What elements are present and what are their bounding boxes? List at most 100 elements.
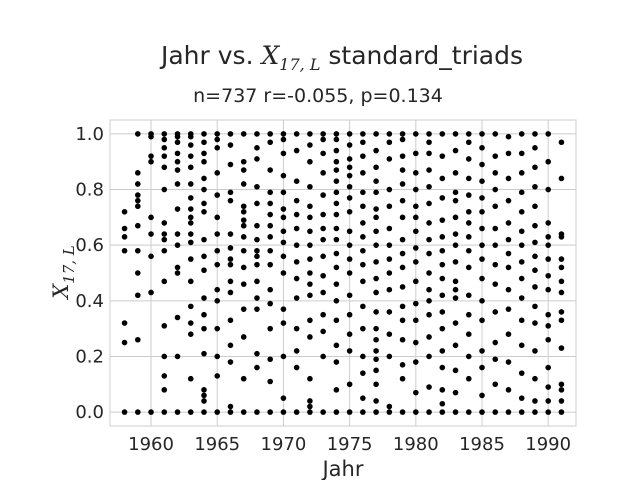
scatter-point: [505, 220, 512, 226]
scatter-point: [121, 209, 128, 215]
scatter-point: [227, 403, 234, 410]
scatter-point: [161, 323, 168, 329]
scatter-point: [360, 139, 366, 146]
scatter-point: [254, 350, 260, 357]
scatter-point: [121, 409, 128, 415]
scatter-point: [439, 400, 446, 407]
scatter-point: [267, 222, 273, 229]
scatter-point: [452, 189, 459, 196]
scatter-point: [148, 289, 154, 296]
plot-area: [109, 119, 577, 427]
scatter-point: [360, 395, 366, 401]
scatter-point: [545, 286, 551, 293]
scatter-point: [346, 256, 353, 262]
scatter-point: [558, 139, 565, 146]
scatter-point: [465, 209, 472, 215]
scatter-point: [267, 131, 273, 137]
scatter-point: [360, 170, 366, 176]
x-tick-label: 1985: [459, 434, 505, 455]
scatter-point: [492, 170, 499, 176]
scatter-point: [452, 342, 459, 349]
scatter-point: [346, 381, 353, 388]
scatter-point: [465, 247, 472, 254]
scatter-point: [505, 387, 512, 393]
scatter-point: [399, 181, 406, 187]
x-tick-label: 1990: [525, 434, 571, 455]
scatter-point: [386, 270, 393, 276]
scatter-point: [280, 395, 287, 401]
scatter-point: [135, 131, 141, 137]
scatter-point: [465, 264, 472, 271]
scatter-point: [465, 353, 472, 360]
scatter-point: [240, 222, 247, 229]
scatter-point: [320, 272, 326, 279]
scatter-point: [333, 136, 340, 143]
scatter-point: [148, 253, 154, 260]
scatter-point: [201, 131, 207, 137]
scatter-point: [320, 289, 326, 296]
scatter-point: [320, 136, 326, 143]
scatter-point: [174, 270, 181, 276]
scatter-point: [121, 234, 128, 240]
scatter-point: [373, 189, 379, 196]
scatter-point: [293, 178, 300, 184]
scatter-point: [558, 289, 565, 296]
scatter-point: [426, 409, 432, 415]
scatter-point: [413, 170, 419, 176]
scatter-point: [386, 256, 393, 262]
scatter-point: [465, 409, 472, 415]
scatter-point: [280, 150, 287, 157]
scatter-point: [399, 362, 406, 368]
scatter-point: [333, 317, 340, 324]
scatter-point: [333, 158, 340, 165]
scatter-point: [532, 267, 538, 274]
scatter-point: [267, 286, 273, 293]
scatter-point: [386, 139, 393, 146]
scatter-point: [360, 370, 366, 376]
y-tick-label: 0.8: [75, 180, 104, 201]
scatter-point: [227, 409, 234, 415]
scatter-point: [439, 275, 446, 282]
scatter-point: [399, 409, 406, 415]
scatter-point: [267, 409, 273, 415]
scatter-point: [413, 150, 419, 157]
scatter-point: [307, 281, 313, 287]
scatter-point: [452, 409, 459, 415]
scatter-point: [240, 306, 247, 312]
scatter-point: [558, 231, 565, 237]
scatter-point: [518, 228, 525, 235]
scatter-point: [479, 145, 485, 151]
scatter-point: [545, 398, 551, 404]
scatter-point: [360, 261, 366, 268]
scatter-point: [545, 186, 551, 193]
scatter-point: [479, 256, 485, 262]
scatter-point: [373, 275, 379, 282]
scatter-point: [240, 234, 247, 240]
scatter-point: [426, 131, 432, 137]
scatter-point: [532, 203, 538, 210]
scatter-point: [399, 317, 406, 324]
scatter-point: [532, 164, 538, 171]
scatter-point: [465, 311, 472, 318]
scatter-point: [346, 131, 353, 137]
scatter-point: [373, 178, 379, 184]
scatter-point: [518, 295, 525, 301]
scatter-point: [254, 261, 260, 268]
scatter-point: [333, 147, 340, 154]
scatter-point: [214, 136, 221, 143]
scatter-point: [267, 247, 273, 254]
scatter-point: [505, 197, 512, 204]
scatter-point: [386, 131, 393, 137]
scatter-point: [386, 409, 393, 415]
scatter-point: [373, 381, 379, 388]
scatter-point: [518, 242, 525, 248]
scatter-point: [479, 348, 485, 354]
scatter-point: [545, 158, 551, 165]
scatter-point: [240, 281, 247, 287]
scatter-point: [201, 409, 207, 415]
scatter-point: [532, 375, 538, 382]
scatter-point: [360, 153, 366, 159]
scatter-point: [373, 289, 379, 296]
scatter-point: [201, 200, 207, 207]
scatter-point: [518, 409, 525, 415]
